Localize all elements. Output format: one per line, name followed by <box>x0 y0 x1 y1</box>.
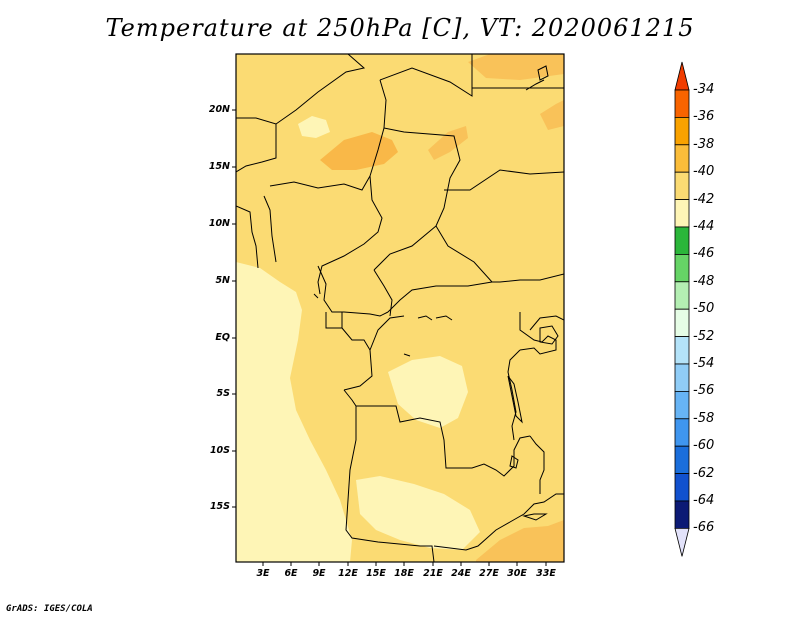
colorbar-label: -62 <box>693 465 715 481</box>
colorbar-segment <box>674 117 690 146</box>
lat-label: 5N <box>215 275 230 286</box>
credit-text: GrADS: IGES/COLA <box>6 604 93 614</box>
lon-label: 24E <box>451 568 471 579</box>
lake-outlines <box>313 65 559 521</box>
lat-label: 20N <box>208 104 230 115</box>
colorbar-label: -34 <box>693 82 715 97</box>
field-minus-42-44-congo <box>388 356 468 428</box>
colorbar-label: -66 <box>693 520 715 536</box>
colorbar <box>674 61 690 557</box>
colorbar-segment <box>674 445 690 475</box>
colorbar-label: -40 <box>693 164 715 180</box>
chart-title: Temperature at 250hPa [C], VT: 202006121… <box>105 14 695 42</box>
colorbar-bottom-triangle <box>674 528 690 557</box>
field-minus-38-40-east <box>428 126 468 160</box>
colorbar-segment <box>674 418 690 447</box>
colorbar-label: -56 <box>693 383 715 399</box>
lat-label: 15S <box>209 501 230 512</box>
lat-label: EQ <box>215 332 230 343</box>
colorbar-segment <box>674 500 690 529</box>
lat-label: 15N <box>208 161 230 172</box>
lon-label: 33E <box>536 568 556 579</box>
colorbar-segment <box>674 171 690 200</box>
temperature-field <box>236 54 564 562</box>
colorbar-label: -52 <box>693 328 715 344</box>
field-minus-38-40-southeast <box>476 520 564 562</box>
colorbar-label: -50 <box>693 301 715 317</box>
lon-label: 12E <box>338 568 358 579</box>
lon-label: 30E <box>507 568 527 579</box>
colorbar-label: -36 <box>693 109 715 125</box>
colorbar-label: -46 <box>693 246 715 262</box>
colorbar-label: -54 <box>693 356 715 371</box>
lon-label: 3E <box>256 568 270 579</box>
colorbar-label: -44 <box>693 219 715 234</box>
colorbar-segment <box>674 390 690 420</box>
field-minus-42-44-west <box>236 262 352 562</box>
field-minus-38-40-libya <box>468 54 564 80</box>
colorbar-label: -42 <box>693 191 715 207</box>
colorbar-label: -60 <box>693 438 715 454</box>
lon-label: 27E <box>479 568 499 579</box>
colorbar-segment <box>674 473 690 502</box>
colorbar-label: -58 <box>693 410 715 426</box>
colorbar-segment <box>674 308 690 338</box>
colorbar-segment <box>674 144 690 173</box>
colorbar-segment <box>674 281 690 310</box>
lon-label: 21E <box>423 568 443 579</box>
field-minus-42-44-south <box>356 476 480 550</box>
colorbar-segment <box>674 336 690 365</box>
country-borders <box>236 54 564 562</box>
lon-label: 6E <box>284 568 298 579</box>
lat-label: 5S <box>216 388 230 399</box>
lon-label: 18E <box>394 568 414 579</box>
axis-ticks <box>232 109 547 566</box>
colorbar-label: -64 <box>693 493 715 508</box>
lat-label: 10S <box>209 445 230 456</box>
colorbar-segment <box>674 363 690 392</box>
colorbar-segment <box>674 89 690 118</box>
field-minus-38-40-sahel <box>320 132 398 170</box>
lon-label: 15E <box>366 568 386 579</box>
colorbar-top-triangle <box>674 61 690 91</box>
map-frame <box>235 53 565 563</box>
colorbar-label: -48 <box>693 273 715 289</box>
colorbar-label: -38 <box>693 136 715 152</box>
field-minus-38-40-sudan <box>540 100 564 130</box>
lat-label: 10N <box>208 218 230 229</box>
lon-label: 9E <box>312 568 326 579</box>
colorbar-segment <box>674 253 690 283</box>
field-minus-42-44-north <box>298 116 330 138</box>
colorbar-segment <box>674 199 690 228</box>
colorbar-segment <box>674 226 690 255</box>
